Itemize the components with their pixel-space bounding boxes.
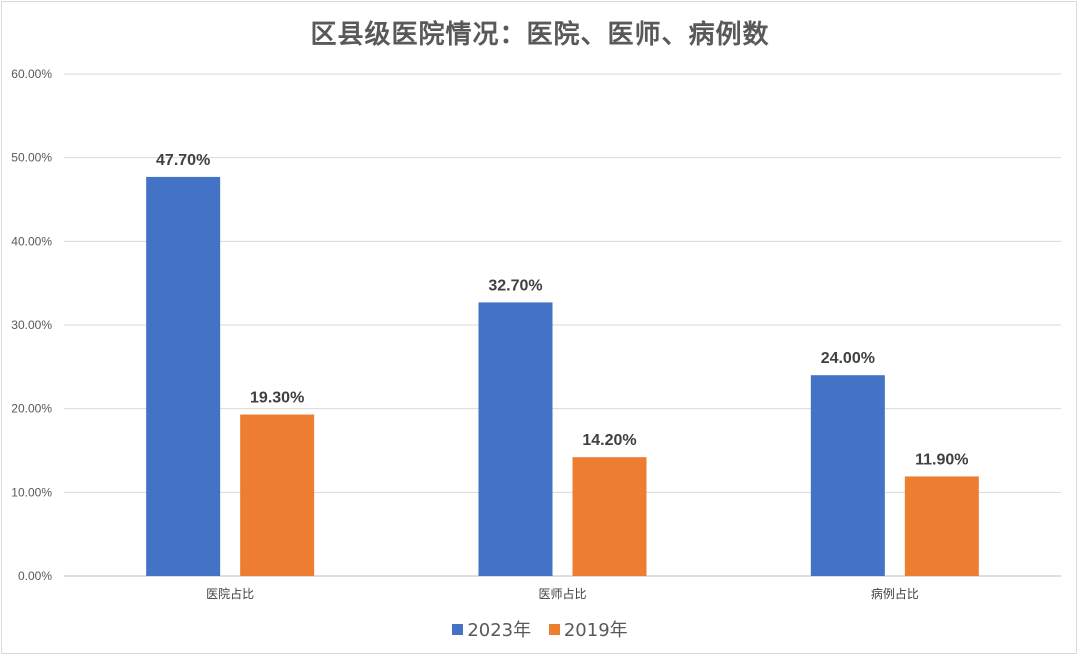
legend-label-2019: 2019年 — [563, 620, 628, 641]
bar-2023-0 — [146, 176, 221, 576]
x-tick-label: 医院占比 — [206, 586, 254, 601]
y-tick-label: 10.00% — [11, 485, 52, 499]
x-tick-label: 医师占比 — [538, 586, 586, 601]
bar-2023-2 — [810, 375, 885, 576]
legend-item-2019: 2019年 — [548, 616, 628, 642]
legend-label-2023: 2023年 — [467, 620, 532, 641]
data-label: 14.20% — [582, 432, 636, 449]
y-tick-label: 40.00% — [11, 234, 52, 248]
y-tick-label: 0.00% — [18, 569, 52, 583]
bar-2019-0 — [240, 414, 315, 576]
y-tick-label: 50.00% — [11, 151, 52, 165]
data-label: 32.70% — [488, 277, 542, 294]
x-tick-label: 病例占比 — [871, 586, 919, 601]
bar-2019-2 — [904, 476, 979, 576]
data-labels: 47.70% 19.30% 32.70% 14.20% 24.00% 11.90% — [156, 152, 968, 469]
legend-swatch-2023 — [452, 623, 464, 635]
data-label: 47.70% — [156, 152, 210, 169]
y-tick-label: 30.00% — [11, 318, 52, 332]
bars — [146, 176, 979, 576]
y-tick-label: 60.00% — [11, 67, 52, 81]
y-tick-label: 20.00% — [11, 402, 52, 416]
chart-title: 区县级医院情况：医院、医师、病例数 — [310, 20, 770, 50]
legend-swatch-2019 — [548, 623, 560, 635]
data-label: 19.30% — [250, 390, 304, 407]
bar-2023-1 — [478, 302, 553, 576]
legend: 2023年 2019年 — [0, 616, 1080, 642]
bar-2019-1 — [572, 457, 647, 576]
gridlines — [64, 73, 1061, 577]
data-label: 24.00% — [821, 350, 875, 367]
y-axis: 0.00% 10.00% 20.00% 30.00% 40.00% 50.00% 60.00… — [11, 67, 52, 583]
legend-item-2023: 2023年 — [452, 616, 531, 642]
data-label: 11.90% — [915, 451, 968, 468]
x-axis: 医院占比 医师占比 病例占比 — [206, 586, 919, 601]
